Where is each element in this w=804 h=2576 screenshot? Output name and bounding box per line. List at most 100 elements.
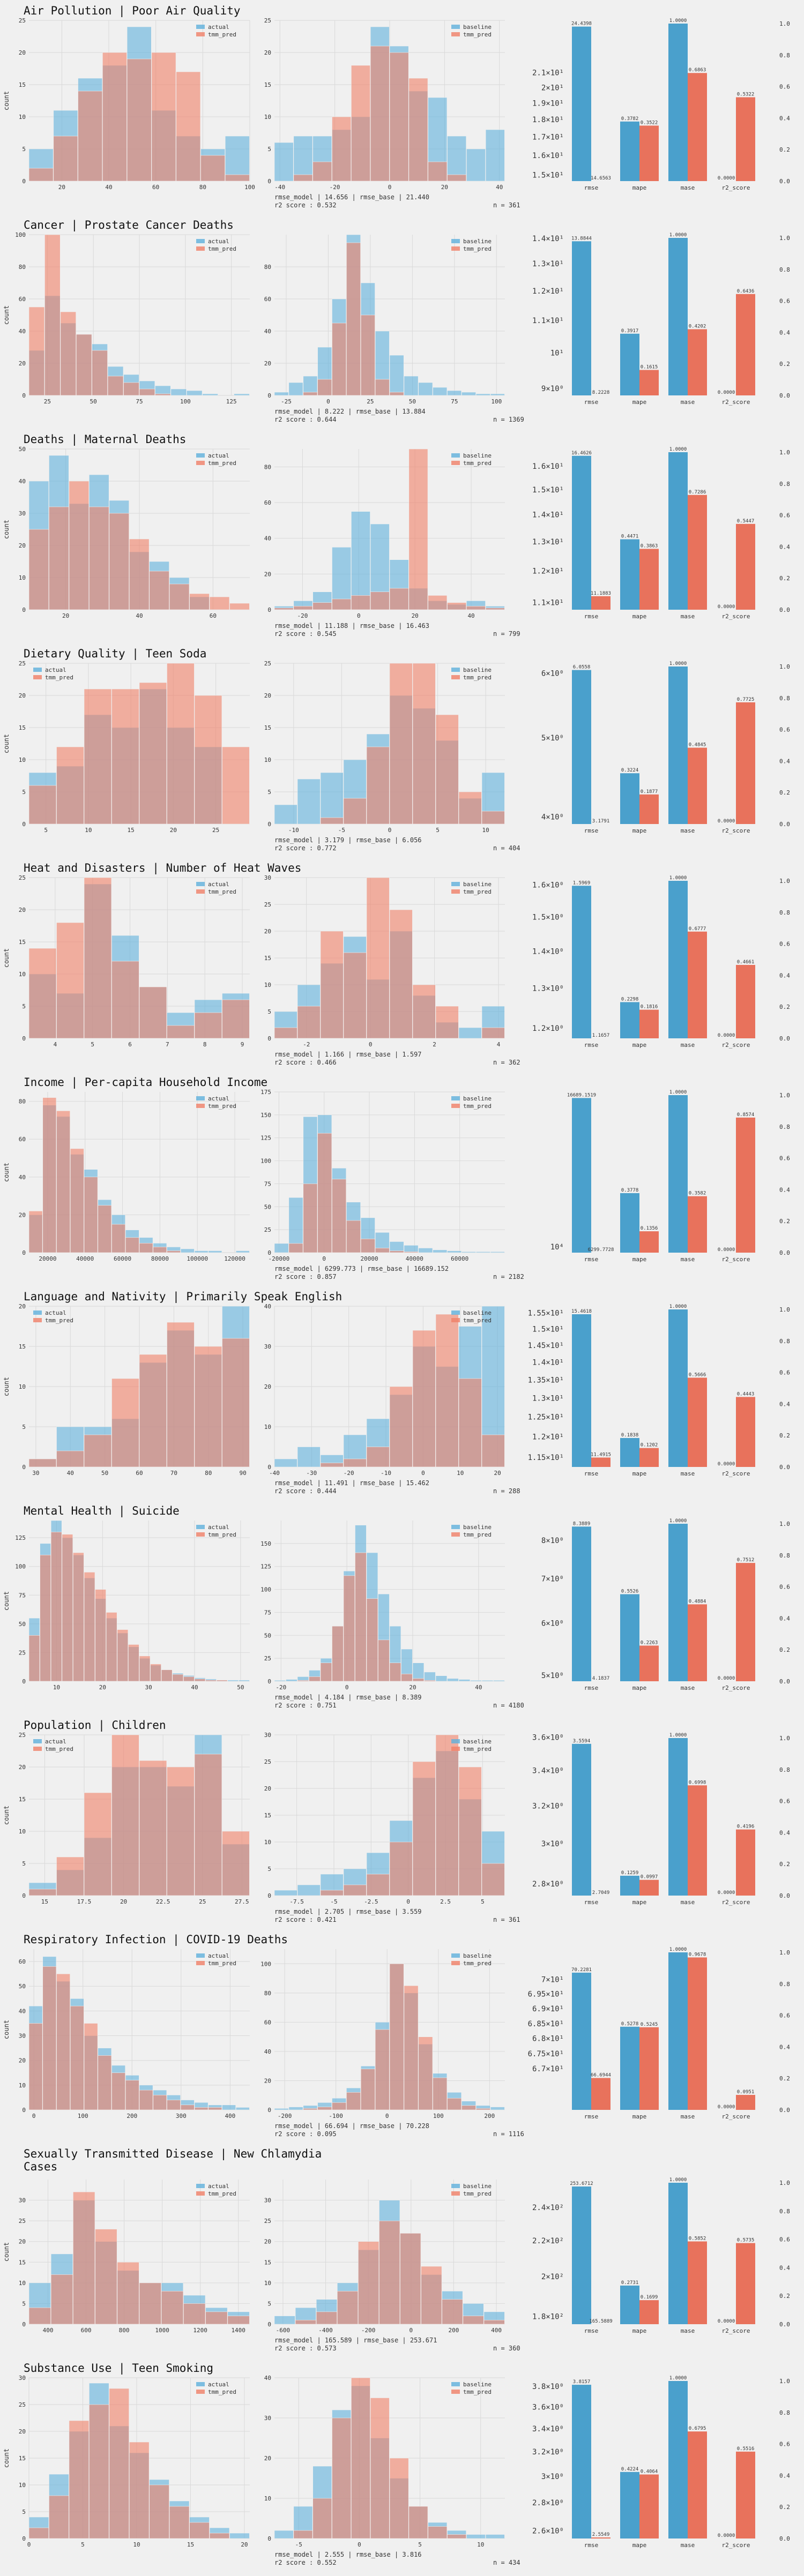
- y-tick-label: 20: [19, 542, 26, 549]
- pred-bar: [40, 1554, 51, 1682]
- y-tick-label: 20: [19, 692, 26, 699]
- pred-bar: [194, 1679, 206, 1682]
- pred-bar: [107, 376, 124, 396]
- pred-bar: [106, 1612, 117, 1682]
- y-tick-label: 10: [19, 1383, 26, 1390]
- baseline-bar: [493, 1680, 505, 1682]
- bar-value-label: 0.2298: [621, 997, 639, 1002]
- y-tick-label: 0: [267, 2535, 271, 2542]
- rmse-stats-text: rmse_model | 4.184 | rmse_base | 8.389: [274, 1694, 422, 1701]
- pred-bar: [412, 1761, 436, 1896]
- pred-bar: [297, 1680, 309, 1682]
- mase-baseline-bar: [668, 1952, 688, 2110]
- pred-bar: [332, 323, 347, 396]
- pred-bar: [28, 1889, 57, 1896]
- metric-category-label: r2_score: [722, 1470, 750, 1477]
- bar-value-label: 2.5549: [592, 2532, 610, 2537]
- pred-bar: [161, 2290, 184, 2325]
- bar-value-label: 1.0000: [669, 1090, 687, 1095]
- bar-value-label: 0.3863: [641, 543, 658, 549]
- pred-bar: [28, 948, 57, 1039]
- legend-swatch: [451, 1311, 460, 1315]
- bar-value-label: 4.1837: [592, 1676, 610, 1681]
- x-tick-label: -400: [318, 2327, 333, 2334]
- pred-bar: [389, 1963, 404, 2110]
- left-axis-tick-label: 1.4×10⁰: [532, 948, 564, 956]
- legend-label: actual: [208, 24, 229, 31]
- left-axis-tick-label: 2.6×10⁰: [532, 2527, 564, 2536]
- metric-category-label: r2_score: [722, 399, 750, 406]
- left-axis-tick-label: 2.1×10¹: [532, 69, 564, 78]
- right-axis-tick-label: 0.4: [779, 1829, 790, 1836]
- metric-category-label: mase: [681, 2542, 695, 2549]
- x-tick-label: -200: [278, 2113, 292, 2120]
- pred-bar: [389, 1841, 413, 1896]
- right-axis-tick-label: 1.0: [779, 2378, 790, 2385]
- x-tick-label: 40: [496, 184, 503, 191]
- pred-bar: [447, 602, 467, 610]
- actual-bar: [235, 2107, 250, 2110]
- legend-swatch: [196, 1953, 205, 1958]
- x-tick-label: 50: [237, 1684, 244, 1691]
- pred-bar: [28, 785, 57, 825]
- left-axis-tick-label: 7×10¹: [541, 1975, 564, 1984]
- x-tick-label: 40000: [76, 1255, 94, 1262]
- x-tick-label: 20: [58, 184, 65, 191]
- chart-row: Language and Nativity | Primarily Speak …: [0, 1290, 804, 1504]
- baseline-bar: [293, 136, 313, 182]
- y-axis-label: count: [3, 1806, 10, 1825]
- bar-value-label: 0.5516: [737, 2446, 755, 2452]
- pred-bar: [194, 1754, 222, 1896]
- right-axis-tick-label: 1.0: [779, 663, 790, 670]
- baseline-bar: [470, 1680, 482, 1682]
- x-tick-label: 100: [244, 184, 255, 191]
- x-tick-label: 0: [410, 2327, 413, 2334]
- mape-model-bar: [639, 370, 659, 395]
- metric-category-label: mape: [632, 1042, 647, 1049]
- y-tick-label: 0: [22, 821, 26, 828]
- r2-stats-text: r2 score : 0.444: [274, 1487, 337, 1495]
- bar-value-label: 3.1791: [592, 819, 610, 824]
- baseline-bar: [274, 392, 289, 396]
- pred-bar: [56, 1110, 70, 1253]
- bar-value-label: 0.3782: [621, 116, 639, 122]
- pred-bar: [293, 174, 313, 182]
- left-axis-tick-label: 6.7×10¹: [532, 2065, 564, 2073]
- legend-swatch: [33, 675, 42, 679]
- y-tick-label: 150: [260, 1112, 271, 1119]
- pred-bar: [128, 1644, 139, 1682]
- bar-value-label: 6.0558: [573, 665, 591, 670]
- x-tick-label: 400: [225, 2113, 235, 2120]
- x-tick-label: 50: [409, 398, 416, 405]
- bar-value-label: 3.5594: [573, 1739, 591, 1744]
- pred-bar: [60, 311, 76, 396]
- mase-model-bar: [688, 1377, 707, 1467]
- legend-swatch: [196, 246, 205, 251]
- pred-bar: [42, 1966, 57, 2110]
- y-tick-label: 10: [264, 1839, 271, 1846]
- y-tick-label: 50: [19, 446, 26, 453]
- metric-category-label: mase: [681, 827, 695, 834]
- actual-bar: [170, 388, 187, 396]
- baseline-bar: [458, 1679, 471, 1682]
- row-title: Population | Children: [24, 1719, 166, 1732]
- bar-value-label: 0.6777: [689, 926, 706, 932]
- y-tick-label: 25: [264, 2218, 271, 2225]
- legend-label: baseline: [463, 24, 492, 31]
- y-tick-label: 20: [264, 360, 271, 367]
- y-tick-label: 60: [264, 296, 271, 303]
- bar-value-label: 13.8844: [571, 236, 592, 241]
- rmse-baseline-bar: [572, 1743, 591, 1896]
- row-title: Respiratory Infection | COVID-19 Deaths: [24, 1933, 288, 1946]
- right-axis-tick-label: 0.4: [779, 2264, 790, 2271]
- y-tick-label: 20: [264, 2077, 271, 2084]
- bar-value-label: 1.0000: [669, 1518, 687, 1524]
- x-tick-label: 40: [67, 1470, 74, 1477]
- pred-bar: [194, 1346, 222, 1467]
- pred-bar: [111, 1378, 139, 1467]
- x-tick-label: 2: [433, 1041, 436, 1048]
